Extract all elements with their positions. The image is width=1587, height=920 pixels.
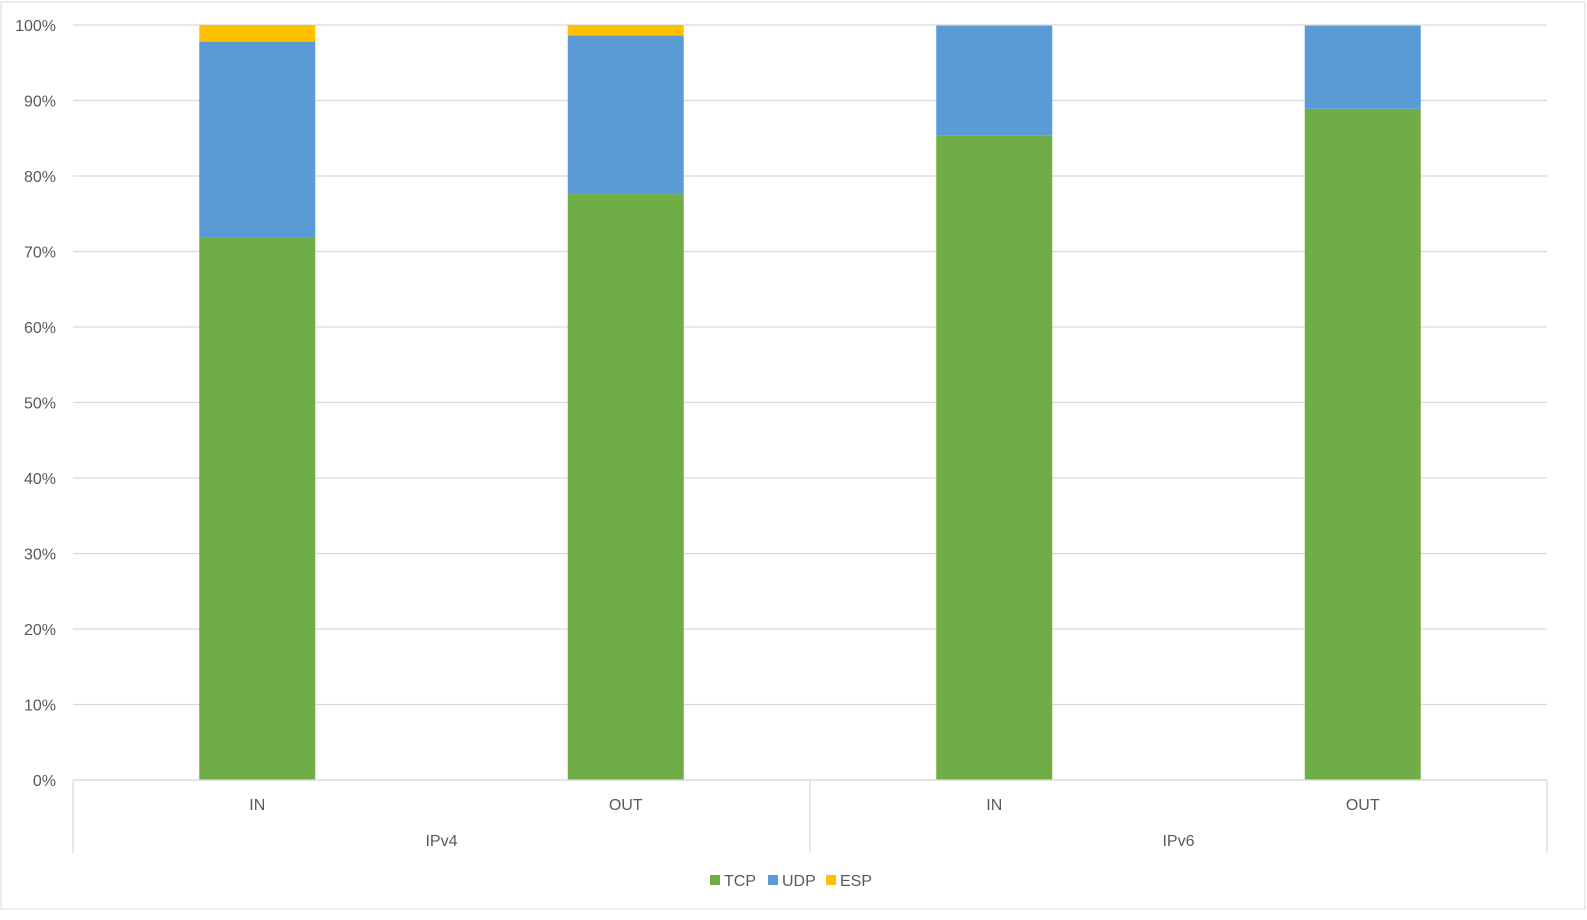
bar-segment-esp [567, 25, 684, 36]
bar-segment-udp [936, 25, 1053, 136]
legend-label-esp: ESP [840, 873, 872, 890]
legend-label-tcp: TCP [724, 873, 756, 890]
y-tick-label: 80% [24, 169, 56, 186]
y-tick-label: 20% [24, 622, 56, 639]
x-axis: IN OUT IN OUT IPv4 IPv6 [72, 779, 1548, 853]
legend: TCP UDP ESP [710, 873, 872, 890]
y-tick-label: 0% [33, 773, 56, 790]
y-tick-label: 40% [24, 471, 56, 488]
x-group-label: IPv6 [1162, 833, 1194, 850]
x-category-label: IN [986, 797, 1002, 814]
bar-segment-udp [199, 41, 316, 238]
y-tick-label: 30% [24, 547, 56, 564]
y-tick-label: 60% [24, 320, 56, 337]
x-category-label: IN [249, 797, 265, 814]
x-group-label: IPv4 [425, 833, 457, 850]
y-tick-label: 10% [24, 698, 56, 715]
bar-segment-tcp [936, 135, 1053, 781]
y-tick-label: 70% [24, 245, 56, 262]
bar-segment-tcp [199, 237, 316, 780]
legend-swatch-esp [826, 875, 836, 885]
legend-swatch-tcp [710, 875, 720, 885]
bar-segment-esp [1304, 25, 1421, 26]
x-category-label: OUT [609, 797, 643, 814]
y-axis-tick-labels: 0% 10% 20% 30% 40% 50% 60% 70% 80% 90% 100% [15, 18, 56, 790]
bar-segment-tcp [1304, 108, 1421, 781]
y-tick-label: 90% [24, 94, 56, 111]
x-category-label: OUT [1346, 797, 1380, 814]
legend-label-udp: UDP [782, 873, 816, 890]
bar-segment-esp [199, 25, 316, 42]
bars [199, 25, 1421, 781]
bar-segment-esp [936, 25, 1053, 26]
bar-segment-udp [1304, 25, 1421, 109]
legend-swatch-udp [768, 875, 778, 885]
bar-segment-tcp [567, 194, 684, 780]
y-tick-label: 50% [24, 396, 56, 413]
bar-segment-udp [567, 35, 684, 195]
y-tick-label: 100% [15, 18, 56, 35]
